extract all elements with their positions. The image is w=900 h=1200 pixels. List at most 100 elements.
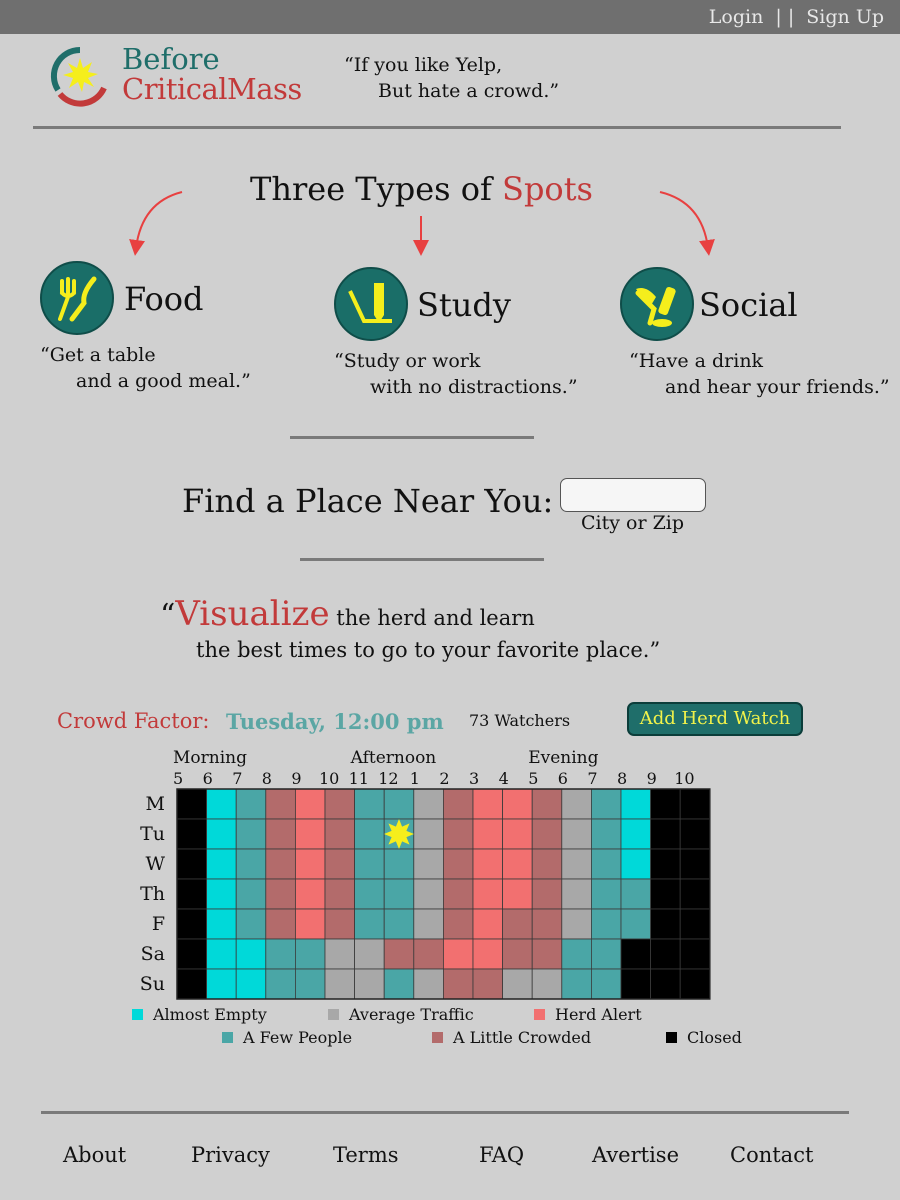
footer-link-about[interactable]: About	[63, 1143, 127, 1167]
footer-link-privacy[interactable]: Privacy	[191, 1143, 270, 1167]
login-link[interactable]: Login	[708, 6, 764, 28]
social-spot-icon[interactable]	[620, 267, 694, 341]
heatmap-cell	[502, 938, 533, 970]
heatmap-cell	[502, 968, 533, 1000]
food-spot-icon[interactable]	[40, 261, 114, 335]
heatmap-cell	[531, 788, 563, 820]
heatmap-cell	[442, 938, 474, 970]
heatmap-cell	[235, 908, 267, 940]
heatmap-cell	[472, 968, 504, 1000]
legend-item: Herd Alert	[534, 1005, 642, 1024]
heatmap-cell	[650, 848, 681, 880]
hour-tick-label: 11	[349, 769, 369, 788]
heatmap-cell	[354, 848, 385, 880]
heatmap-cell	[176, 818, 208, 850]
study-spot-name[interactable]: Study	[417, 286, 511, 324]
heatmap-cell	[679, 818, 711, 850]
footer-link-contact[interactable]: Contact	[730, 1143, 814, 1167]
brand-line-2: CriticalMass	[122, 72, 302, 106]
legend-label: Herd Alert	[555, 1005, 642, 1024]
hour-tick-label: 5	[173, 769, 183, 788]
legend-swatch	[432, 1032, 443, 1043]
add-herd-watch-button[interactable]: Add Herd Watch	[627, 702, 803, 736]
heatmap-cell	[679, 848, 711, 880]
heatmap-cell	[206, 938, 237, 970]
legend-swatch	[222, 1032, 233, 1043]
heatmap-cell	[235, 938, 267, 970]
heatmap-cell	[442, 878, 474, 910]
spot-arrows	[129, 191, 715, 256]
logo-icon[interactable]	[48, 44, 112, 108]
food-spot-name[interactable]: Food	[124, 280, 204, 318]
footer-divider	[41, 1111, 849, 1114]
heatmap-cell	[472, 818, 504, 850]
study-spot-icon[interactable]	[334, 267, 408, 341]
heatmap-cell	[561, 968, 592, 1000]
heatmap-cell	[591, 938, 622, 970]
legend-item: A Little Crowded	[432, 1028, 591, 1047]
heatmap-cell	[650, 788, 681, 820]
heatmap-cell	[383, 968, 415, 1000]
heatmap-cell	[206, 788, 237, 820]
hour-tick-label: 1	[410, 769, 420, 788]
heatmap-cell	[235, 968, 267, 1000]
heatmap-cell	[206, 818, 237, 850]
social-spot-name[interactable]: Social	[699, 286, 798, 324]
heatmap-cell	[176, 968, 208, 1000]
hour-tick-label: 10	[319, 769, 339, 788]
signup-link[interactable]: Sign Up	[806, 6, 884, 28]
hour-tick-label: 8	[262, 769, 272, 788]
social-quote-line-2: and hear your friends.”	[665, 376, 890, 398]
heatmap-cell	[650, 878, 681, 910]
heatmap-cell	[472, 788, 504, 820]
legend-label: Almost Empty	[153, 1005, 267, 1024]
drinks-icon	[635, 286, 676, 327]
heatmap-cell	[324, 818, 356, 850]
heatmap-cell	[679, 908, 711, 940]
heatmap-cell	[383, 938, 415, 970]
heatmap-cell	[620, 878, 652, 910]
food-quote-line-1: “Get a table	[40, 344, 156, 366]
hour-tick-label: 12	[378, 769, 398, 788]
location-input[interactable]	[560, 478, 706, 512]
heatmap-cell	[354, 938, 385, 970]
period-label: Morning	[173, 748, 247, 768]
heatmap-cell	[531, 908, 563, 940]
spots-title-accent: Spots	[502, 170, 593, 208]
heatmap-cell	[176, 848, 208, 880]
heatmap-cell	[324, 908, 356, 940]
heatmap-cell	[472, 878, 504, 910]
footer-link-terms[interactable]: Terms	[333, 1143, 399, 1167]
day-label: Th	[140, 883, 165, 905]
heatmap-cell	[265, 938, 296, 970]
visualize-line-1: the herd and learn	[329, 606, 535, 630]
heatmap-cell	[531, 968, 563, 1000]
heatmap-cell	[294, 788, 326, 820]
footer-link-faq[interactable]: FAQ	[479, 1143, 525, 1167]
legend-swatch	[666, 1032, 677, 1043]
brand-name[interactable]: Before CriticalMass	[122, 44, 302, 104]
visualize-quote: “Visualize the herd and learn the best t…	[160, 597, 660, 666]
heatmap-cell	[294, 968, 326, 1000]
social-spot-quote: “Have a drink and hear your friends.”	[629, 348, 890, 400]
hour-tick-label: 7	[232, 769, 242, 788]
heatmap-cell	[324, 968, 356, 1000]
heatmap-cell	[531, 848, 563, 880]
auth-links: Login | | Sign Up	[709, 6, 884, 28]
heatmap-cell	[531, 878, 563, 910]
heatmap-cell	[561, 878, 592, 910]
day-label: F	[152, 913, 165, 935]
brand-line-1: Before	[122, 42, 220, 76]
heatmap-cell	[591, 818, 622, 850]
heatmap-cell	[442, 968, 474, 1000]
crowd-factor-time: Tuesday, 12:00 pm	[226, 709, 444, 734]
heatmap-cell	[679, 968, 711, 1000]
food-spot-quote: “Get a table and a good meal.”	[40, 342, 251, 394]
heatmap-cell	[176, 938, 208, 970]
hour-tick-label: 5	[528, 769, 538, 788]
period-label: Evening	[528, 748, 598, 768]
footer-link-advertise[interactable]: Avertise	[592, 1143, 680, 1167]
heatmap-cell	[294, 848, 326, 880]
heatmap-cell	[176, 788, 208, 820]
heatmap-cell	[265, 878, 296, 910]
